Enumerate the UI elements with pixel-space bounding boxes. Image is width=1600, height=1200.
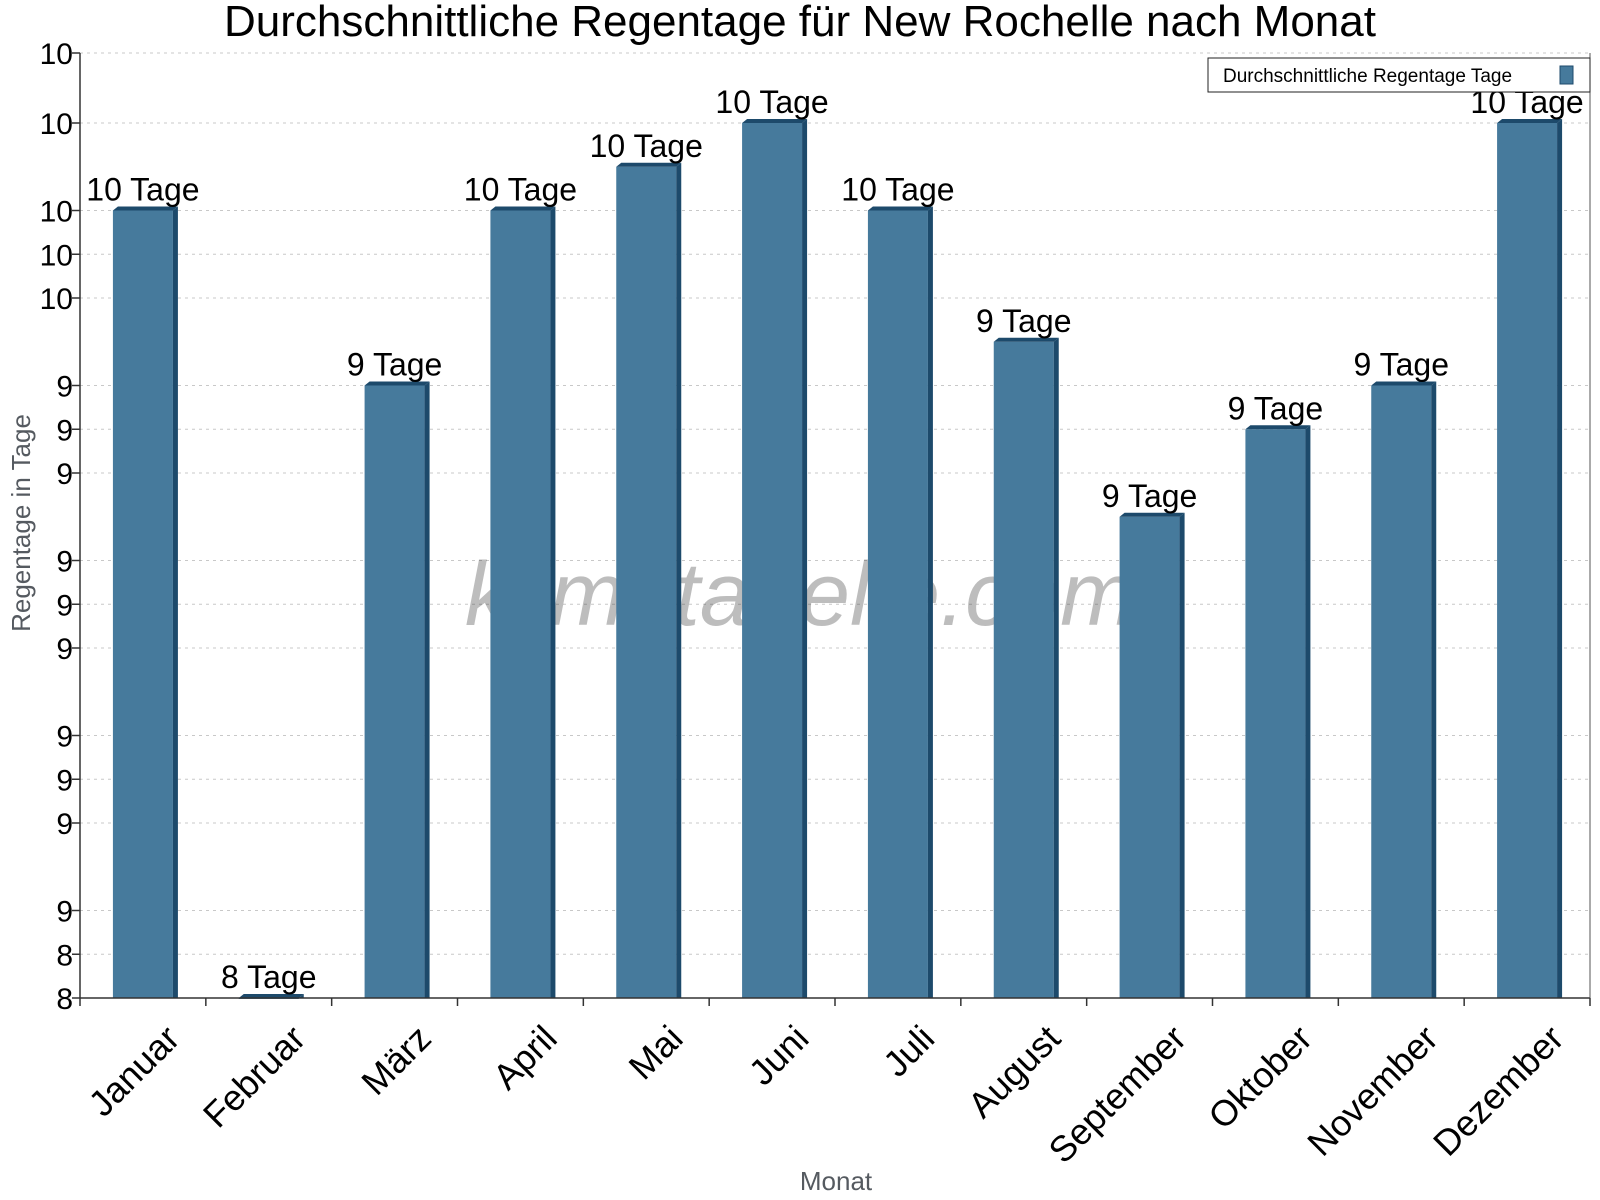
y-tick-label: 9 — [56, 546, 73, 579]
data-labels: 10 Tage 8 Tage 9 Tage 10 Tage 10 Tage 10 Tage… — [86, 84, 1583, 995]
y-axis-title: Regentage in Tage — [6, 414, 36, 632]
x-tick-label: Juli — [875, 1017, 942, 1084]
y-tick-label: 10 — [40, 283, 73, 316]
y-tick-label: 9 — [56, 764, 73, 797]
bar-top — [616, 162, 682, 167]
grid-lines — [80, 52, 1590, 955]
bar-value-label: 10 Tage — [715, 84, 828, 120]
y-tick-label: 9 — [56, 633, 73, 666]
axes — [79, 53, 1591, 999]
bar-top — [1497, 119, 1563, 123]
bar-side — [1305, 425, 1311, 998]
x-tick-label: Oktober — [1200, 1017, 1320, 1137]
bar — [490, 210, 551, 998]
bar-side — [1053, 337, 1059, 998]
bar-side — [1179, 512, 1185, 998]
legend-swatch — [1559, 65, 1574, 85]
bar-value-label: 8 Tage — [221, 959, 317, 995]
y-tick-label: 10 — [40, 38, 73, 71]
y-tick-label: 9 — [56, 721, 73, 754]
x-axis-ticks: Januar Februar März April Mai Juni Juli AugustS… — [79, 998, 1591, 1171]
y-axis-ticks: 8 8 9 9 9 9 9 9 9 9 9 9 10 10 10 10 10 — [40, 38, 80, 1016]
x-tick-label: April — [485, 1017, 565, 1097]
bar-side — [1431, 381, 1437, 998]
bar — [616, 166, 677, 998]
bar — [1119, 516, 1180, 998]
bar-top — [1119, 512, 1185, 517]
bar-top — [490, 206, 556, 211]
legend: Durchschnittliche Regentage Tage — [1207, 57, 1591, 93]
bar-value-label: 9 Tage — [1228, 390, 1324, 426]
x-tick-label: August — [960, 1017, 1068, 1125]
x-tick-label: Januar — [80, 1017, 187, 1124]
y-tick-label: 8 — [56, 939, 73, 972]
x-tick-label: November — [1299, 1017, 1445, 1163]
chart-title: Durchschnittliche Regentage für New Roch… — [224, 0, 1376, 46]
bar-top — [1371, 381, 1437, 386]
y-tick-label: 9 — [56, 458, 73, 491]
bar-top — [112, 206, 178, 211]
bar — [364, 385, 425, 998]
x-tick-label: Februar — [195, 1017, 313, 1135]
legend-box — [1207, 57, 1591, 93]
y-tick-label: 10 — [40, 108, 73, 141]
bar-side — [1557, 119, 1563, 998]
x-tick-label: Mai — [621, 1017, 691, 1087]
bar-side — [927, 206, 933, 998]
x-tick-label: Juni — [741, 1017, 817, 1093]
x-tick-label: Dezember — [1425, 1017, 1571, 1163]
bar — [112, 210, 173, 998]
bar-top — [238, 994, 304, 998]
y-tick-label: 9 — [56, 808, 73, 841]
bar-top — [1245, 425, 1311, 430]
bar — [742, 123, 803, 998]
bar-side — [550, 206, 556, 998]
legend-entry-label: Durchschnittliche Regentage Tage — [1223, 66, 1512, 87]
bar-value-label: 9 Tage — [976, 303, 1072, 339]
bar-side — [802, 119, 808, 998]
y-tick-label: 9 — [56, 896, 73, 929]
bar-side — [172, 206, 178, 998]
bar — [1497, 123, 1558, 998]
bar-top — [867, 206, 933, 211]
bar — [1371, 385, 1432, 998]
y-tick-label: 9 — [56, 371, 73, 404]
bar — [1245, 429, 1306, 998]
y-tick-label: 9 — [56, 589, 73, 622]
x-tick-label: September — [1040, 1017, 1194, 1171]
y-tick-label: 10 — [40, 196, 73, 229]
bar-side — [424, 381, 430, 998]
x-axis-title: Monat — [800, 1166, 873, 1196]
y-tick-label: 10 — [40, 239, 73, 272]
bar-value-label: 9 Tage — [347, 347, 443, 383]
bar-value-label: 9 Tage — [1354, 347, 1450, 383]
bar-top — [364, 381, 430, 386]
bar — [867, 210, 928, 998]
y-tick-label: 9 — [56, 414, 73, 447]
bar-value-label: 9 Tage — [1102, 478, 1198, 514]
bar-value-label: 10 Tage — [464, 172, 577, 208]
x-tick-label: März — [353, 1017, 439, 1103]
bar-top — [993, 337, 1059, 342]
bar — [993, 341, 1054, 998]
bar-value-label: 10 Tage — [590, 128, 703, 164]
bar-value-label: 10 Tage — [841, 172, 954, 208]
bar-top — [742, 119, 808, 123]
bars — [112, 119, 1563, 999]
bar-value-label: 10 Tage — [86, 172, 199, 208]
bar-side — [676, 162, 682, 998]
y-tick-label: 8 — [56, 983, 73, 1016]
